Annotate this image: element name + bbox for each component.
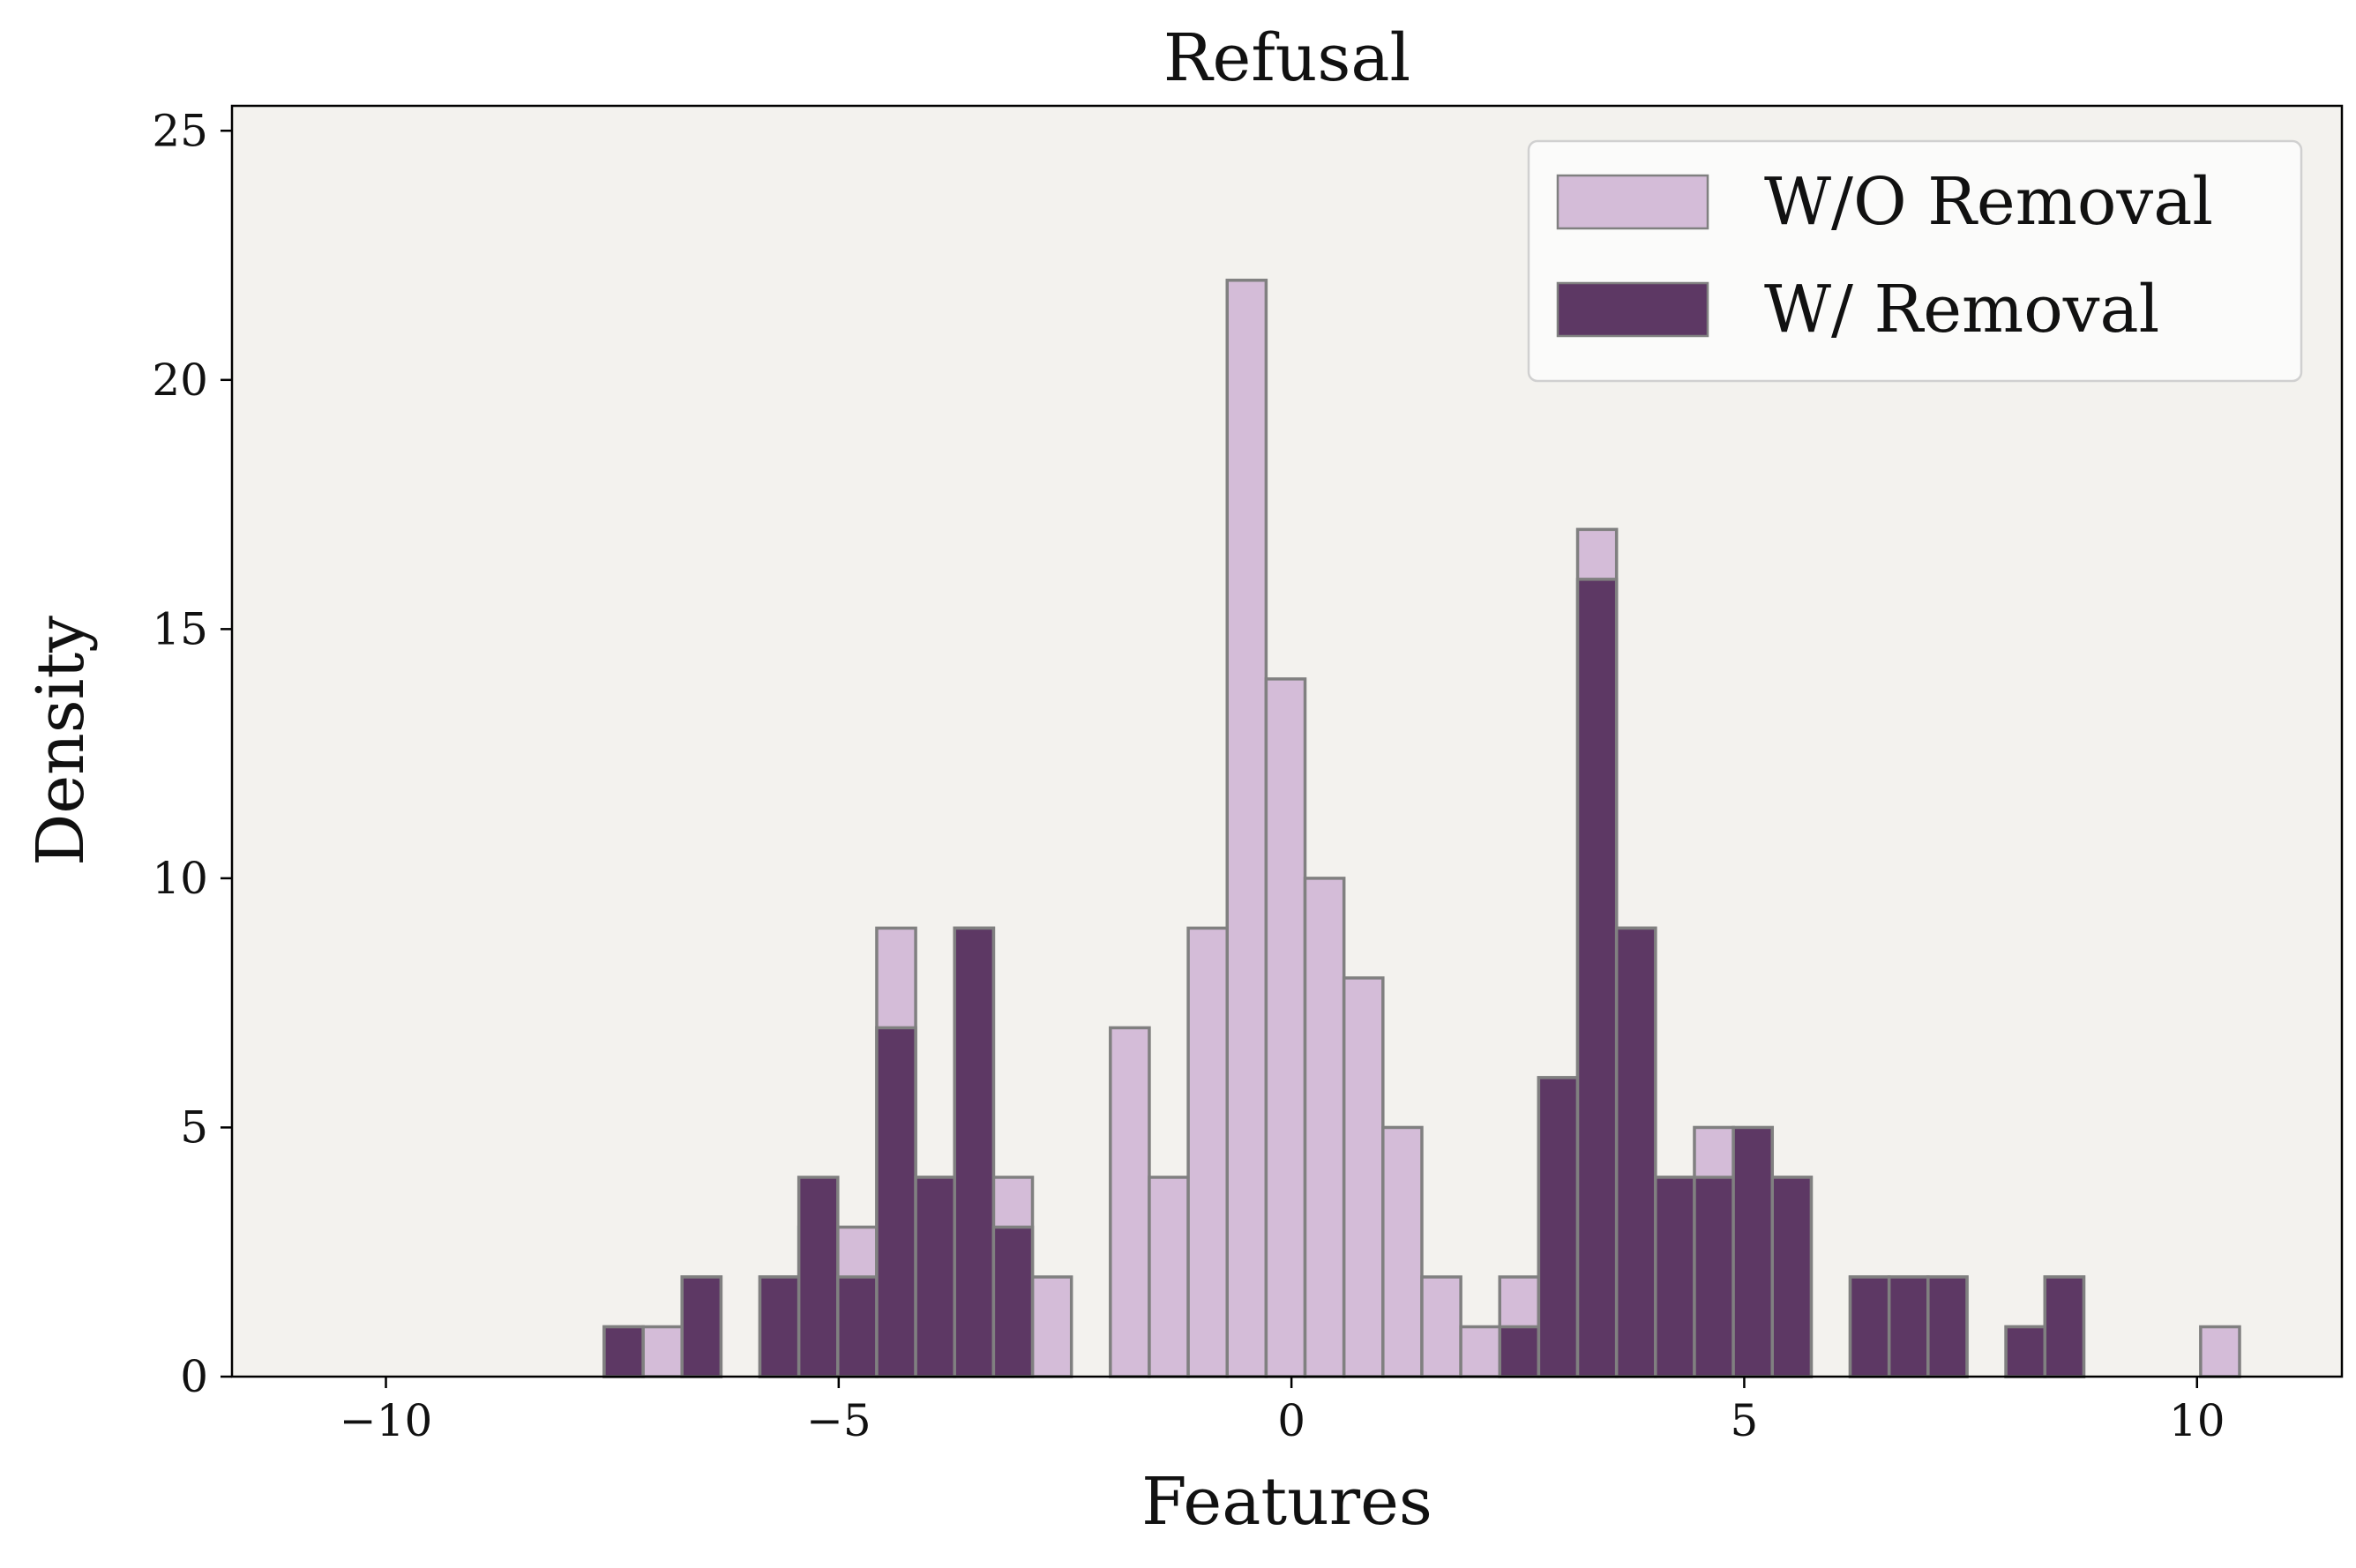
y-tick-label: 0 [180,1351,208,1402]
y-axis-ticks: 0 5 10 15 20 25 [152,105,232,1402]
y-tick-label: 5 [180,1101,208,1153]
bar-wo-removal [1030,1275,1073,1378]
chart-title: Refusal [1163,20,1410,96]
x-tick-label: 5 [1731,1395,1759,1446]
bar-wo-removal [1342,976,1385,1378]
bar-w-removal [1654,1176,1696,1378]
bar-w-removal [2043,1275,2086,1378]
legend: W/O Removal W/ Removal [1527,139,2303,383]
x-tick-label: −5 [806,1395,871,1446]
bar-wo-removal [2199,1325,2241,1378]
bar-wo-removal [1186,926,1229,1378]
bar-w-removal [758,1275,801,1378]
x-tick-label: −10 [340,1395,433,1446]
x-axis-label: Features [1141,1464,1432,1540]
bar-w-removal [1498,1325,1541,1378]
bar-w-removal [1731,1125,1775,1378]
legend-label-w-removal: W/ Removal [1764,272,2159,347]
bar-wo-removal [1225,279,1268,1378]
bar-wo-removal [1264,677,1307,1378]
bar-wo-removal [1148,1176,1190,1378]
bar-w-removal [953,926,996,1378]
bar-wo-removal [1420,1275,1462,1378]
legend-swatch-w-removal [1556,281,1709,338]
bar-w-removal [602,1325,645,1378]
bar-w-removal [1926,1275,1969,1378]
bar-wo-removal [1303,877,1346,1378]
x-tick-label: 10 [2169,1395,2225,1446]
y-tick-label: 15 [152,603,208,654]
series-w-removal [602,578,2086,1378]
bar-wo-removal [1459,1325,1502,1378]
bar-w-removal [1537,1076,1580,1378]
y-tick-label: 25 [152,105,208,156]
bar-w-removal [1848,1275,1891,1378]
bar-w-removal [680,1275,723,1378]
x-tick-label: 0 [1277,1395,1305,1446]
bar-w-removal [1887,1275,1930,1378]
bar-w-removal [991,1225,1035,1378]
bar-w-removal [1693,1176,1735,1378]
bar-w-removal [1575,578,1619,1378]
legend-frame [1527,139,2303,383]
y-tick-label: 10 [152,853,208,904]
bar-wo-removal [641,1325,684,1378]
legend-swatch-wo-removal [1556,174,1709,230]
bar-w-removal [914,1176,956,1378]
bar-w-removal [1614,926,1657,1378]
x-axis-ticks: −10 −5 0 5 10 [340,1377,2225,1446]
y-tick-label: 20 [152,355,208,406]
bar-w-removal [1770,1176,1814,1378]
y-axis-label: Density [23,616,99,866]
bar-w-removal [2004,1325,2047,1378]
bar-w-removal [875,1026,917,1378]
bar-w-removal [797,1176,840,1378]
bar-wo-removal [1109,1026,1151,1378]
bar-wo-removal [1381,1125,1424,1378]
legend-label-wo-removal: W/O Removal [1764,164,2213,240]
bar-w-removal [836,1275,879,1378]
plot-frame [230,104,2344,1378]
